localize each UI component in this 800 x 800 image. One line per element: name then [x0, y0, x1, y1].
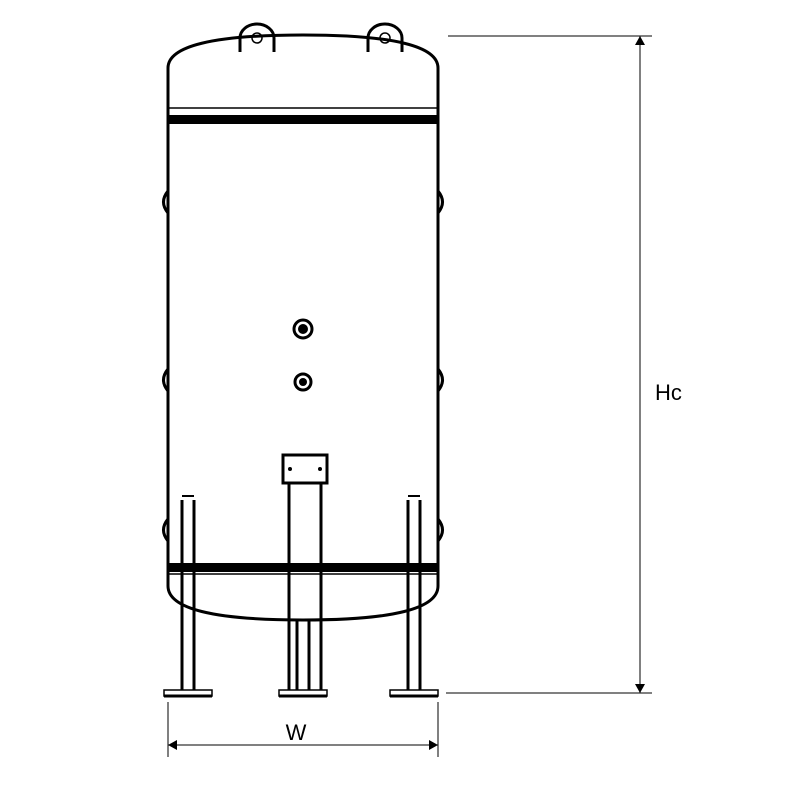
width-label: W: [286, 720, 307, 745]
tank-diagram: Hc W: [0, 0, 800, 800]
height-label: Hc: [655, 380, 682, 405]
